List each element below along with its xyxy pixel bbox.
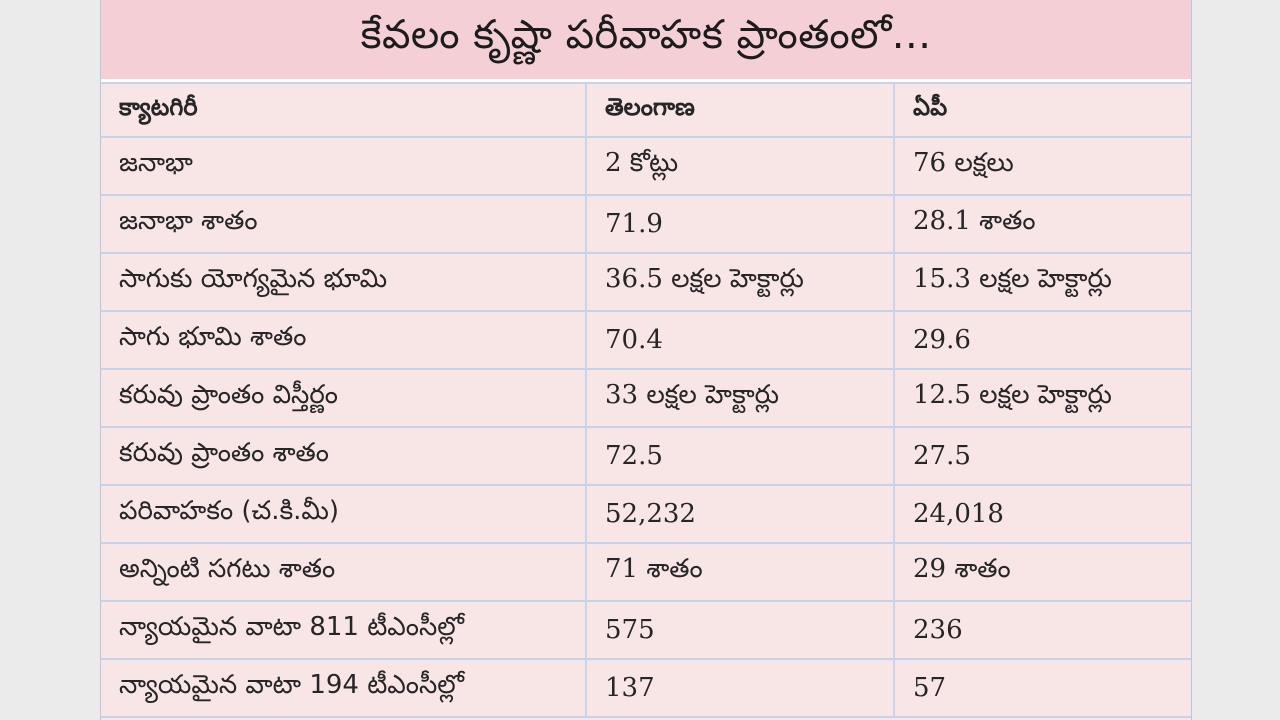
row-ap-value: 24,018 [893,484,1191,544]
row-telangana-value: 137 [585,658,895,718]
row-ap-value: 29.6 [893,310,1191,370]
row-ap-value: 29 శాతం [893,542,1191,602]
table-row: పరివాహకం (చ.కి.మీ) 52,232 24,018 [101,484,1191,544]
row-category: సాగుకు యోగ్యమైన భూమి [101,252,587,312]
row-telangana-value: 33 లక్షల హెక్టార్లు [585,368,895,428]
row-ap-value: 12.5 లక్షల హెక్టార్లు [893,368,1191,428]
table-row: జనాభా శాతం 71.9 28.1 శాతం [101,194,1191,254]
row-category: న్యాయమైన వాటా 194 టీఎంసీల్లో [101,658,587,718]
row-telangana-value: 72.5 [585,426,895,486]
row-category: పరివాహకం (చ.కి.మీ) [101,484,587,544]
row-telangana-value: 71.9 [585,194,895,254]
row-ap-value: 28.1 శాతం [893,194,1191,254]
table-row: సాగుకు యోగ్యమైన భూమి 36.5 లక్షల హెక్టార్… [101,252,1191,312]
row-telangana-value: 71 శాతం [585,542,895,602]
header-telangana: తెలంగాణ [585,82,895,138]
left-margin [0,0,100,720]
table-row: కరువు ప్రాంతం శాతం 72.5 27.5 [101,426,1191,486]
row-category: అన్నింటి సగటు శాతం [101,542,587,602]
header-category: క్యాటగిరీ [101,82,587,138]
header-ap: ఏపీ [893,82,1191,138]
table-row: అన్నింటి సగటు శాతం 71 శాతం 29 శాతం [101,542,1191,602]
row-category: న్యాయమైన వాటా 811 టీఎంసీల్లో [101,600,587,660]
row-ap-value: 76 లక్షలు [893,136,1191,196]
table-row: జనాభా 2 కోట్లు 76 లక్షలు [101,136,1191,196]
right-margin [1192,0,1280,720]
table-header-row: క్యాటగిరీ తెలంగాణ ఏపీ [101,82,1191,138]
row-category: సాగు భూమి శాతం [101,310,587,370]
row-telangana-value: 52,232 [585,484,895,544]
row-category: జనాభా [101,136,587,196]
table-row: న్యాయమైన వాటా 811 టీఎంసీల్లో 575 236 [101,600,1191,660]
row-ap-value: 15.3 లక్షల హెక్టార్లు [893,252,1191,312]
row-telangana-value: 2 కోట్లు [585,136,895,196]
title-bar: కేవలం కృష్ణా పరీవాహక ప్రాంతంలో... [101,0,1191,82]
row-category: జనాభా శాతం [101,194,587,254]
row-telangana-value: 36.5 లక్షల హెక్టార్లు [585,252,895,312]
table-row: కరువు ప్రాంతం విస్తీర్ణం 33 లక్షల హెక్టా… [101,368,1191,428]
table-row: న్యాయమైన వాటా 194 టీఎంసీల్లో 137 57 [101,658,1191,718]
comparison-table: క్యాటగిరీ తెలంగాణ ఏపీ జనాభా 2 కోట్లు 76 … [101,82,1191,718]
table-row: సాగు భూమి శాతం 70.4 29.6 [101,310,1191,370]
row-category: కరువు ప్రాంతం శాతం [101,426,587,486]
row-telangana-value: 575 [585,600,895,660]
infographic-panel: కేవలం కృష్ణా పరీవాహక ప్రాంతంలో... క్యాటగ… [100,0,1192,720]
row-ap-value: 57 [893,658,1191,718]
row-ap-value: 236 [893,600,1191,660]
row-telangana-value: 70.4 [585,310,895,370]
row-category: కరువు ప్రాంతం విస్తీర్ణం [101,368,587,428]
row-ap-value: 27.5 [893,426,1191,486]
page-title: కేవలం కృష్ణా పరీవాహక ప్రాంతంలో... [360,11,932,58]
